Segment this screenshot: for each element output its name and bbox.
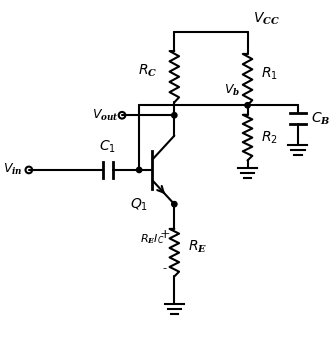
Text: $R_{\mathregular{E}}I_C$: $R_{\mathregular{E}}I_C$ <box>140 232 165 246</box>
Circle shape <box>172 113 177 118</box>
Text: $R_{\mathregular{E}}$: $R_{\mathregular{E}}$ <box>188 239 207 255</box>
Text: $V_{\mathregular{b}}$: $V_{\mathregular{b}}$ <box>224 82 240 98</box>
Text: $R_1$: $R_1$ <box>261 66 278 82</box>
Circle shape <box>245 103 250 108</box>
Circle shape <box>137 167 142 172</box>
Text: $V_{\mathregular{CC}}$: $V_{\mathregular{CC}}$ <box>253 11 280 27</box>
Text: $C_{\mathregular{B}}$: $C_{\mathregular{B}}$ <box>311 110 331 127</box>
Text: $V_{\mathregular{out}}$: $V_{\mathregular{out}}$ <box>92 108 118 123</box>
Text: $R_{\mathregular{C}}$: $R_{\mathregular{C}}$ <box>138 63 157 79</box>
Text: +: + <box>160 228 170 241</box>
Text: $Q_1$: $Q_1$ <box>131 196 149 213</box>
Text: -: - <box>163 262 167 275</box>
Text: $V_{\mathregular{in}}$: $V_{\mathregular{in}}$ <box>3 162 23 178</box>
Text: $R_2$: $R_2$ <box>261 129 278 146</box>
Text: $C_1$: $C_1$ <box>99 138 116 155</box>
Circle shape <box>172 201 177 207</box>
